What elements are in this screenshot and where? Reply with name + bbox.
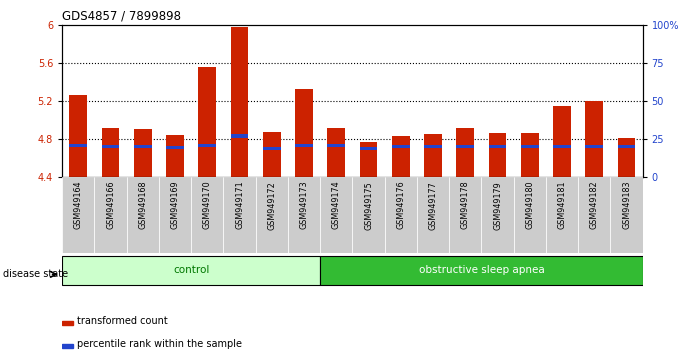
Bar (359, 142, 377, 177)
Bar (328, 129, 346, 177)
Bar (618, 145, 636, 148)
FancyBboxPatch shape (385, 177, 417, 253)
Bar (424, 134, 442, 177)
Text: GSM949177: GSM949177 (428, 181, 437, 229)
Bar (392, 136, 410, 177)
FancyBboxPatch shape (62, 177, 95, 253)
FancyBboxPatch shape (95, 177, 126, 253)
Bar (456, 145, 474, 148)
Text: GDS4857 / 7899898: GDS4857 / 7899898 (62, 9, 181, 22)
Bar (102, 145, 120, 148)
Bar (295, 144, 313, 147)
FancyBboxPatch shape (191, 177, 223, 253)
Text: control: control (173, 265, 209, 275)
Bar (198, 144, 216, 147)
FancyBboxPatch shape (546, 177, 578, 253)
Bar (585, 101, 603, 177)
FancyBboxPatch shape (482, 177, 513, 253)
FancyBboxPatch shape (417, 177, 449, 253)
Text: GSM949169: GSM949169 (171, 181, 180, 229)
FancyBboxPatch shape (223, 177, 256, 253)
Bar (231, 135, 249, 138)
Text: GSM949164: GSM949164 (74, 181, 83, 229)
Text: GSM949181: GSM949181 (558, 181, 567, 229)
Bar (198, 67, 216, 177)
Text: GSM949179: GSM949179 (493, 181, 502, 229)
Text: GSM949182: GSM949182 (589, 181, 599, 229)
Text: GSM949174: GSM949174 (332, 181, 341, 229)
Bar (263, 132, 281, 177)
FancyBboxPatch shape (288, 177, 320, 253)
FancyBboxPatch shape (513, 177, 546, 253)
Bar (62, 344, 73, 348)
Bar (424, 145, 442, 148)
Text: transformed count: transformed count (77, 316, 167, 326)
Text: GSM949172: GSM949172 (267, 181, 276, 229)
Bar (585, 145, 603, 148)
FancyBboxPatch shape (126, 177, 159, 253)
Bar (62, 321, 73, 325)
Bar (521, 145, 539, 148)
Bar (69, 95, 87, 177)
FancyBboxPatch shape (578, 177, 610, 253)
FancyBboxPatch shape (610, 177, 643, 253)
Bar (392, 145, 410, 148)
Text: GSM949173: GSM949173 (299, 181, 309, 229)
Bar (295, 90, 313, 177)
Bar (489, 133, 507, 177)
Bar (166, 135, 184, 177)
Bar (489, 145, 507, 148)
Bar (134, 130, 152, 177)
Bar (521, 133, 539, 177)
Bar (69, 144, 87, 147)
Text: GSM949168: GSM949168 (138, 181, 147, 229)
Text: GSM949180: GSM949180 (525, 181, 534, 229)
FancyBboxPatch shape (62, 256, 320, 285)
FancyBboxPatch shape (320, 256, 643, 285)
Bar (231, 27, 249, 177)
Bar (456, 129, 474, 177)
Text: GSM949166: GSM949166 (106, 181, 115, 229)
Text: GSM949176: GSM949176 (396, 181, 406, 229)
Text: GSM949170: GSM949170 (202, 181, 212, 229)
Bar (166, 146, 184, 149)
Bar (359, 147, 377, 150)
Text: GSM949183: GSM949183 (622, 181, 631, 229)
FancyBboxPatch shape (449, 177, 482, 253)
Text: disease state: disease state (3, 269, 68, 279)
Bar (134, 145, 152, 148)
FancyBboxPatch shape (352, 177, 385, 253)
FancyBboxPatch shape (320, 177, 352, 253)
Text: percentile rank within the sample: percentile rank within the sample (77, 339, 242, 349)
Text: GSM949175: GSM949175 (364, 181, 373, 229)
Bar (618, 138, 636, 177)
Bar (263, 147, 281, 150)
Text: GSM949178: GSM949178 (461, 181, 470, 229)
Bar (102, 127, 120, 177)
Bar (553, 145, 571, 148)
Bar (328, 144, 346, 147)
Text: obstructive sleep apnea: obstructive sleep apnea (419, 265, 545, 275)
Bar (553, 105, 571, 177)
Text: GSM949171: GSM949171 (235, 181, 244, 229)
FancyBboxPatch shape (256, 177, 288, 253)
FancyBboxPatch shape (159, 177, 191, 253)
